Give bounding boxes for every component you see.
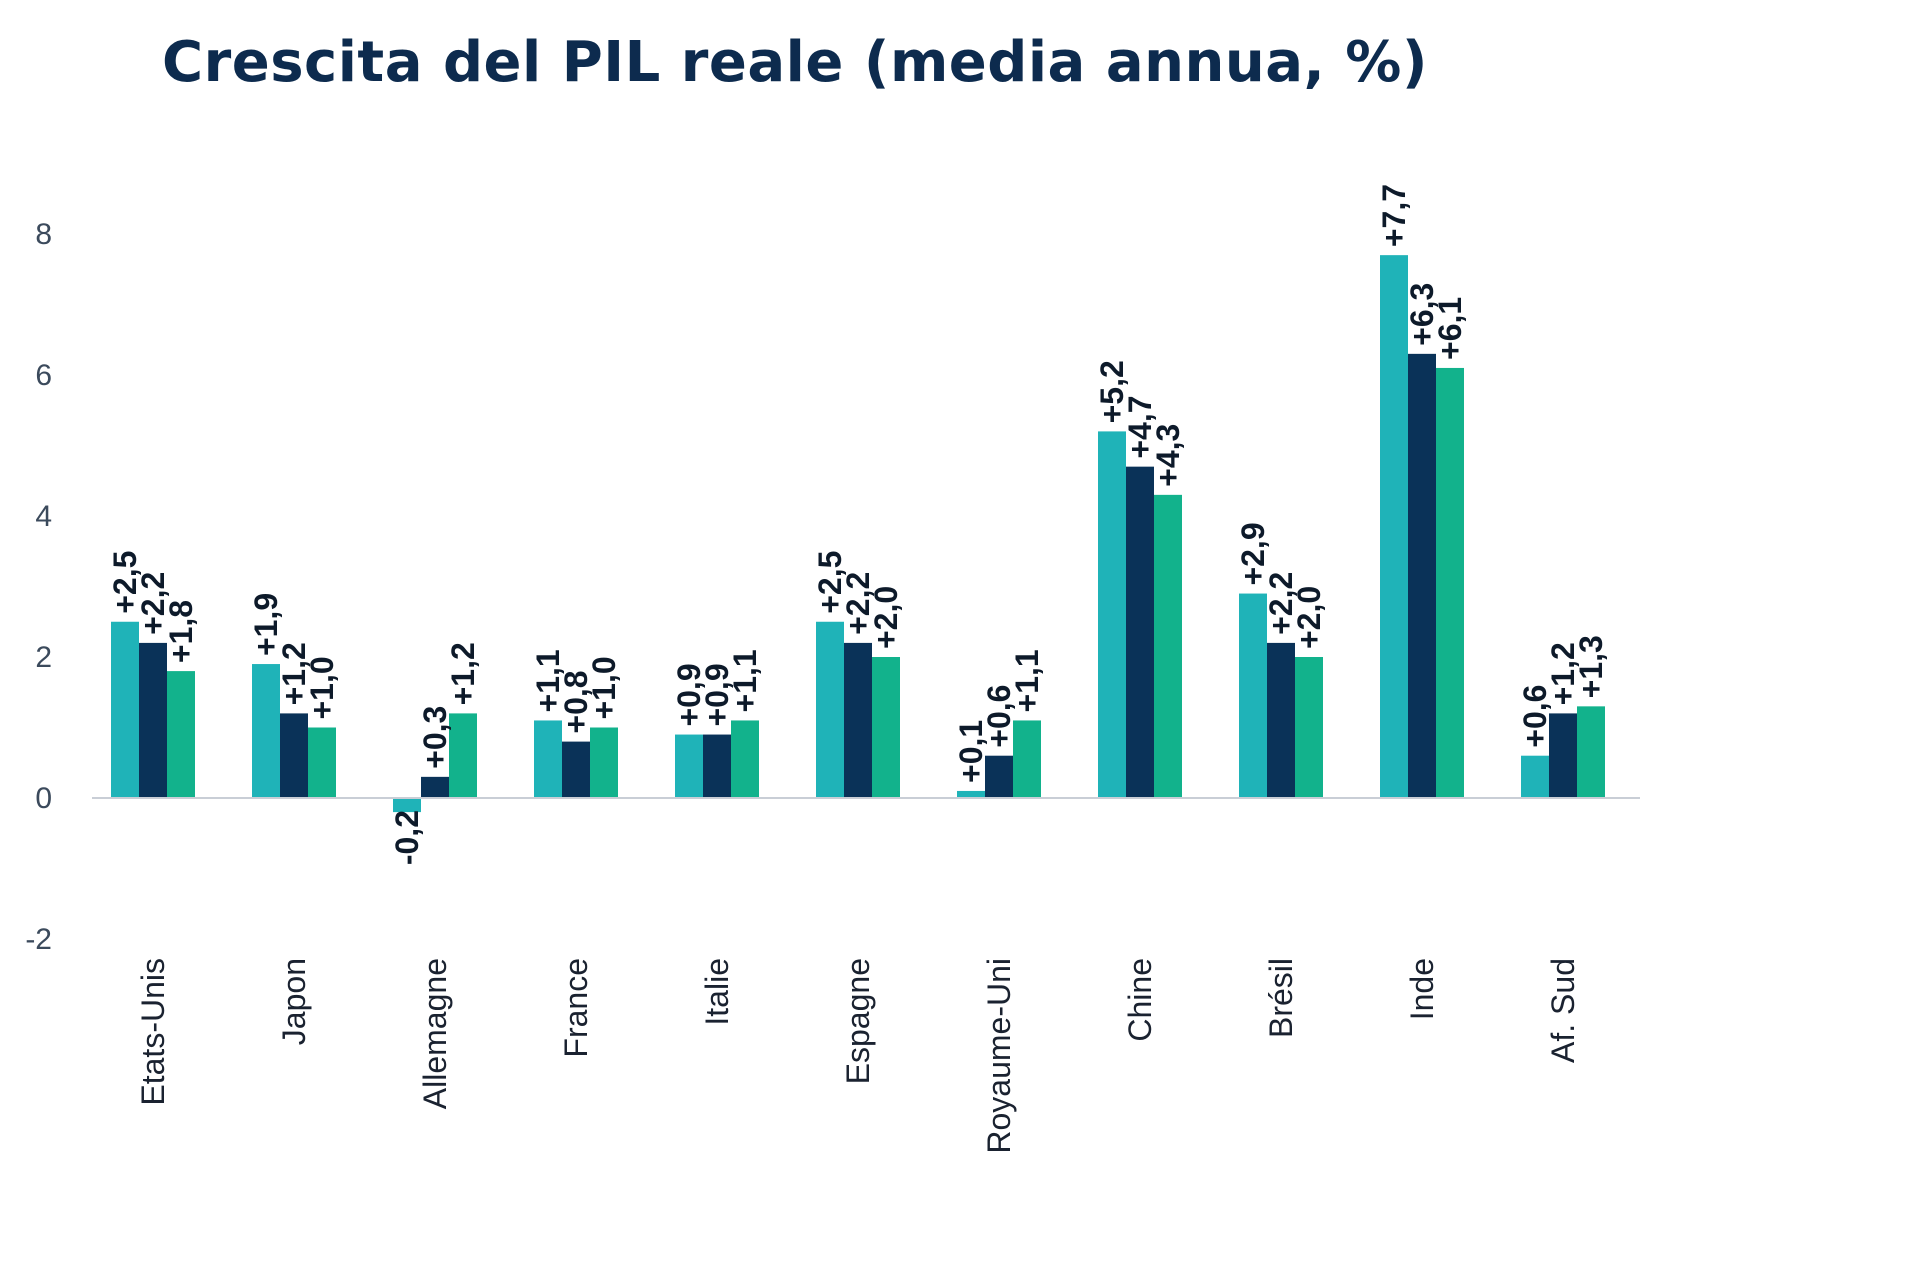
- bar: [280, 713, 308, 798]
- data-label: +1,9: [248, 593, 284, 656]
- data-label: +4,7: [1122, 395, 1158, 458]
- data-label: +4,3: [1150, 424, 1186, 487]
- data-label: +1,8: [163, 600, 199, 663]
- data-label: +6,1: [1432, 297, 1468, 360]
- data-label: +1,2: [1545, 642, 1581, 705]
- bar: [816, 621, 844, 798]
- data-label: +0,1: [953, 720, 989, 783]
- data-label: +1,0: [304, 656, 340, 719]
- data-label: +0,9: [671, 663, 707, 726]
- data-label: +2,0: [868, 586, 904, 649]
- x-category-label: Inde: [1404, 958, 1440, 1020]
- bars: [111, 255, 1605, 813]
- data-label: +2,9: [1235, 522, 1271, 585]
- data-label: +1,1: [1009, 649, 1045, 712]
- data-labels: +2,5+2,2+1,8 +1,9+1,2+1,0-0,2+0,3+1,2 +1,1…: [107, 184, 1609, 865]
- data-label: +2,2: [1263, 572, 1299, 635]
- bar: [985, 755, 1013, 798]
- data-label: +0,9: [699, 663, 735, 726]
- data-label: +1,2: [445, 642, 481, 705]
- bar: [111, 621, 139, 798]
- chart-title: Crescita del PIL reale (media annua, %): [162, 30, 1428, 95]
- bar: [1267, 642, 1295, 798]
- bar: [1098, 431, 1126, 798]
- x-category-label: Royaume-Uni: [981, 958, 1017, 1154]
- bar: [1521, 755, 1549, 798]
- bar: [1577, 706, 1605, 798]
- data-label: +0,6: [981, 685, 1017, 748]
- bar: [590, 727, 618, 798]
- x-category-label: Italie: [699, 958, 735, 1026]
- x-axis-labels: Etats-Unis Japon Allemagne France Italie Espa…: [135, 958, 1581, 1154]
- y-tick-label: 0: [35, 782, 52, 815]
- x-category-label: Af. Sud: [1545, 958, 1581, 1063]
- x-category-label: Etats-Unis: [135, 958, 171, 1106]
- y-tick-label: 4: [35, 500, 52, 533]
- bar: [562, 741, 590, 798]
- bar: [957, 790, 985, 798]
- y-tick-label: 6: [35, 359, 52, 392]
- data-label: +2,0: [1291, 586, 1327, 649]
- bar: [675, 734, 703, 798]
- bar: [421, 776, 449, 798]
- data-label: +2,5: [812, 551, 848, 614]
- data-label: -0,2: [389, 810, 425, 865]
- data-label: +1,2: [276, 642, 312, 705]
- x-category-label: France: [558, 958, 594, 1058]
- data-label: +1,1: [530, 649, 566, 712]
- data-label: +1,0: [586, 656, 622, 719]
- bar: [139, 642, 167, 798]
- bar: [393, 798, 421, 813]
- x-category-label: Brésil: [1263, 958, 1299, 1038]
- bar: [872, 657, 900, 798]
- bar: [449, 713, 477, 798]
- data-label: +5,2: [1094, 360, 1130, 423]
- bar: [1549, 713, 1577, 798]
- bar: [534, 720, 562, 798]
- data-label: +0,3: [417, 706, 453, 769]
- bar: [1239, 593, 1267, 798]
- data-label: +7,7: [1376, 184, 1412, 247]
- bar: [1126, 466, 1154, 798]
- bar: [703, 734, 731, 798]
- y-axis-ticks: 8 6 4 2 0 -2: [25, 218, 52, 956]
- bar: [1013, 720, 1041, 798]
- bar: [252, 664, 280, 798]
- bar: [1154, 494, 1182, 798]
- data-label: +2,2: [135, 572, 171, 635]
- bar: [1380, 255, 1408, 798]
- x-category-label: Japon: [276, 958, 312, 1045]
- y-tick-label: 2: [35, 641, 52, 674]
- data-label: +1,3: [1573, 635, 1609, 698]
- y-tick-label: 8: [35, 218, 52, 251]
- bar: [167, 671, 195, 798]
- data-label: +1,1: [727, 649, 763, 712]
- x-category-label: Chine: [1122, 958, 1158, 1042]
- bar: [1436, 367, 1464, 798]
- data-label: +0,6: [1517, 685, 1553, 748]
- data-label: +2,2: [840, 572, 876, 635]
- bar: [731, 720, 759, 798]
- data-label: +0,8: [558, 670, 594, 733]
- data-label: +2,5: [107, 551, 143, 614]
- data-label: +6,3: [1404, 283, 1440, 346]
- y-tick-label: -2: [25, 923, 52, 956]
- bar: [844, 642, 872, 798]
- x-category-label: Espagne: [840, 958, 876, 1084]
- x-category-label: Allemagne: [417, 958, 453, 1109]
- bar: [1408, 353, 1436, 798]
- bar: [1295, 657, 1323, 798]
- bar: [308, 727, 336, 798]
